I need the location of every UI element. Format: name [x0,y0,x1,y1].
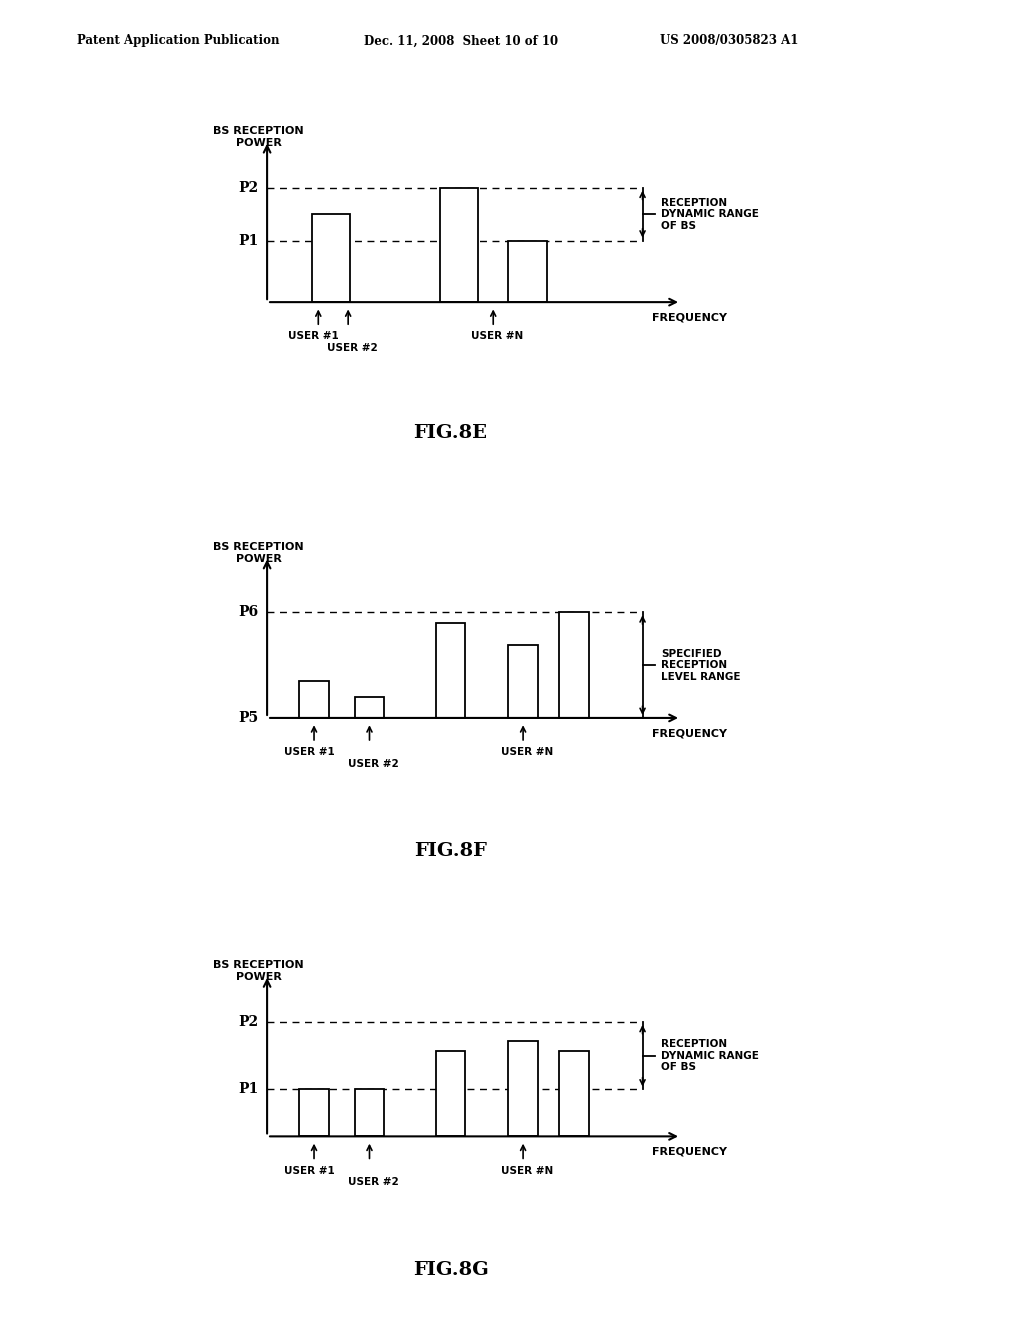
Text: P1: P1 [239,234,258,248]
Text: USER #N: USER #N [471,331,523,342]
Text: BS RECEPTION
POWER: BS RECEPTION POWER [213,543,304,564]
Text: FIG.8F: FIG.8F [414,842,487,861]
Text: FREQUENCY: FREQUENCY [652,1147,727,1156]
Text: P6: P6 [239,606,258,619]
Bar [354,1089,384,1137]
Text: USER #1: USER #1 [284,747,334,758]
Text: P1: P1 [239,1082,258,1097]
Text: BS RECEPTION
POWER: BS RECEPTION POWER [213,127,304,148]
Bar [312,214,350,302]
Text: P2: P2 [239,1015,258,1030]
Text: FIG.8E: FIG.8E [414,424,487,442]
Bar [508,644,538,718]
Text: P5: P5 [239,711,258,725]
Bar [559,1051,589,1137]
Text: FREQUENCY: FREQUENCY [652,313,727,322]
Bar [299,681,329,718]
Text: USER #N: USER #N [501,1166,554,1176]
Bar [559,612,589,718]
Text: Patent Application Publication: Patent Application Publication [77,34,280,48]
Text: P2: P2 [239,181,258,195]
Text: FREQUENCY: FREQUENCY [652,729,727,738]
Text: USER #2: USER #2 [348,759,399,770]
Bar [435,1051,466,1137]
Text: RECEPTION
DYNAMIC RANGE
OF BS: RECEPTION DYNAMIC RANGE OF BS [662,1039,759,1072]
Text: USER #1: USER #1 [288,331,339,342]
Text: RECEPTION
DYNAMIC RANGE
OF BS: RECEPTION DYNAMIC RANGE OF BS [662,198,759,231]
Bar [435,623,466,718]
Text: USER #2: USER #2 [327,343,378,354]
Text: USER #N: USER #N [501,747,554,758]
Text: FIG.8G: FIG.8G [413,1261,488,1279]
Bar [440,187,478,302]
Text: USER #1: USER #1 [284,1166,334,1176]
Bar [508,240,547,302]
Bar [508,1041,538,1137]
Text: US 2008/0305823 A1: US 2008/0305823 A1 [660,34,799,48]
Bar [354,697,384,718]
Text: SPECIFIED
RECEPTION
LEVEL RANGE: SPECIFIED RECEPTION LEVEL RANGE [662,648,740,681]
Text: BS RECEPTION
POWER: BS RECEPTION POWER [213,961,304,982]
Text: USER #2: USER #2 [348,1177,399,1188]
Bar [299,1089,329,1137]
Text: Dec. 11, 2008  Sheet 10 of 10: Dec. 11, 2008 Sheet 10 of 10 [364,34,558,48]
